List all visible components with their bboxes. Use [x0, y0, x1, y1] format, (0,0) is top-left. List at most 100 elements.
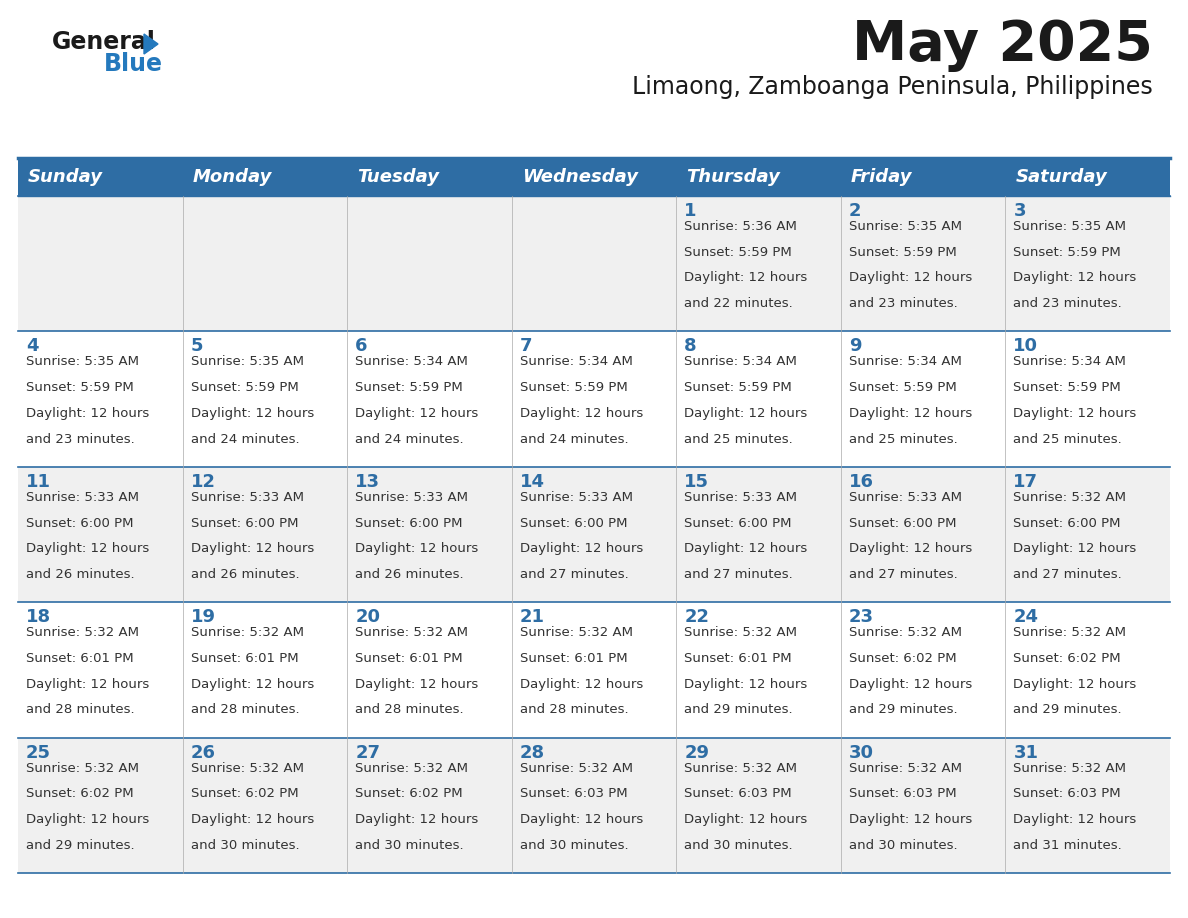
Text: Sunset: 6:00 PM: Sunset: 6:00 PM — [190, 517, 298, 530]
Text: and 29 minutes.: and 29 minutes. — [1013, 703, 1121, 716]
Text: Sunrise: 5:36 AM: Sunrise: 5:36 AM — [684, 220, 797, 233]
Text: and 23 minutes.: and 23 minutes. — [26, 432, 134, 445]
Text: Daylight: 12 hours: Daylight: 12 hours — [849, 813, 972, 826]
Text: and 28 minutes.: and 28 minutes. — [190, 703, 299, 716]
Text: Sunset: 6:03 PM: Sunset: 6:03 PM — [1013, 788, 1121, 800]
Text: Sunset: 6:01 PM: Sunset: 6:01 PM — [355, 652, 463, 665]
Text: Sunrise: 5:34 AM: Sunrise: 5:34 AM — [519, 355, 632, 368]
Text: Daylight: 12 hours: Daylight: 12 hours — [849, 407, 972, 420]
Text: Sunset: 5:59 PM: Sunset: 5:59 PM — [849, 381, 956, 394]
Text: and 31 minutes.: and 31 minutes. — [1013, 839, 1123, 852]
Text: Sunset: 5:59 PM: Sunset: 5:59 PM — [849, 246, 956, 259]
Text: Monday: Monday — [192, 168, 272, 186]
Text: Sunrise: 5:32 AM: Sunrise: 5:32 AM — [26, 762, 139, 775]
Text: Limaong, Zamboanga Peninsula, Philippines: Limaong, Zamboanga Peninsula, Philippine… — [632, 75, 1154, 99]
Text: Daylight: 12 hours: Daylight: 12 hours — [1013, 543, 1137, 555]
Text: Daylight: 12 hours: Daylight: 12 hours — [190, 407, 314, 420]
Text: and 27 minutes.: and 27 minutes. — [1013, 568, 1123, 581]
Text: and 26 minutes.: and 26 minutes. — [355, 568, 463, 581]
Text: Sunset: 5:59 PM: Sunset: 5:59 PM — [684, 381, 792, 394]
Text: Sunrise: 5:32 AM: Sunrise: 5:32 AM — [190, 626, 304, 639]
Text: 1: 1 — [684, 202, 697, 220]
Text: and 30 minutes.: and 30 minutes. — [849, 839, 958, 852]
Text: Daylight: 12 hours: Daylight: 12 hours — [684, 813, 808, 826]
Text: Sunrise: 5:32 AM: Sunrise: 5:32 AM — [190, 762, 304, 775]
Text: 14: 14 — [519, 473, 545, 491]
Text: Sunrise: 5:35 AM: Sunrise: 5:35 AM — [190, 355, 304, 368]
Text: Blue: Blue — [105, 52, 163, 76]
Text: Daylight: 12 hours: Daylight: 12 hours — [684, 543, 808, 555]
Text: 31: 31 — [1013, 744, 1038, 762]
Text: Daylight: 12 hours: Daylight: 12 hours — [26, 677, 150, 690]
Text: General: General — [52, 30, 156, 54]
Text: and 28 minutes.: and 28 minutes. — [519, 703, 628, 716]
Text: May 2025: May 2025 — [852, 18, 1154, 72]
Text: Sunset: 6:00 PM: Sunset: 6:00 PM — [519, 517, 627, 530]
Text: Sunrise: 5:32 AM: Sunrise: 5:32 AM — [1013, 762, 1126, 775]
Text: Sunset: 6:01 PM: Sunset: 6:01 PM — [190, 652, 298, 665]
Text: 26: 26 — [190, 744, 215, 762]
Text: 20: 20 — [355, 609, 380, 626]
Text: Daylight: 12 hours: Daylight: 12 hours — [26, 543, 150, 555]
Text: and 23 minutes.: and 23 minutes. — [849, 297, 958, 310]
Text: and 25 minutes.: and 25 minutes. — [849, 432, 958, 445]
Text: Daylight: 12 hours: Daylight: 12 hours — [519, 407, 643, 420]
Text: Daylight: 12 hours: Daylight: 12 hours — [190, 677, 314, 690]
Text: and 26 minutes.: and 26 minutes. — [190, 568, 299, 581]
Text: Sunset: 6:01 PM: Sunset: 6:01 PM — [519, 652, 627, 665]
Text: and 25 minutes.: and 25 minutes. — [684, 432, 794, 445]
Text: 2: 2 — [849, 202, 861, 220]
Text: Sunset: 6:02 PM: Sunset: 6:02 PM — [355, 788, 463, 800]
Bar — [18, 602, 1170, 737]
Text: 27: 27 — [355, 744, 380, 762]
Text: and 25 minutes.: and 25 minutes. — [1013, 432, 1123, 445]
Text: and 24 minutes.: and 24 minutes. — [519, 432, 628, 445]
Text: and 29 minutes.: and 29 minutes. — [849, 703, 958, 716]
Polygon shape — [144, 34, 158, 54]
Text: Sunset: 6:02 PM: Sunset: 6:02 PM — [26, 788, 133, 800]
Text: Sunset: 6:03 PM: Sunset: 6:03 PM — [684, 788, 792, 800]
Text: 12: 12 — [190, 473, 215, 491]
Text: Sunrise: 5:32 AM: Sunrise: 5:32 AM — [849, 626, 962, 639]
Text: and 24 minutes.: and 24 minutes. — [190, 432, 299, 445]
Bar — [18, 466, 1170, 602]
Text: Sunrise: 5:34 AM: Sunrise: 5:34 AM — [849, 355, 962, 368]
Text: 21: 21 — [519, 609, 545, 626]
Text: Daylight: 12 hours: Daylight: 12 hours — [684, 407, 808, 420]
Text: Sunrise: 5:33 AM: Sunrise: 5:33 AM — [26, 491, 139, 504]
Text: 5: 5 — [190, 338, 203, 355]
Text: Sunrise: 5:33 AM: Sunrise: 5:33 AM — [849, 491, 962, 504]
Text: and 30 minutes.: and 30 minutes. — [355, 839, 463, 852]
Text: and 30 minutes.: and 30 minutes. — [684, 839, 792, 852]
Text: Sunset: 5:59 PM: Sunset: 5:59 PM — [684, 246, 792, 259]
Bar — [18, 196, 1170, 331]
Text: 15: 15 — [684, 473, 709, 491]
Text: Daylight: 12 hours: Daylight: 12 hours — [684, 272, 808, 285]
Text: Sunset: 6:01 PM: Sunset: 6:01 PM — [26, 652, 133, 665]
Text: Daylight: 12 hours: Daylight: 12 hours — [355, 677, 479, 690]
Text: Daylight: 12 hours: Daylight: 12 hours — [684, 677, 808, 690]
Text: 13: 13 — [355, 473, 380, 491]
Text: 3: 3 — [1013, 202, 1026, 220]
Text: Sunrise: 5:32 AM: Sunrise: 5:32 AM — [355, 626, 468, 639]
Text: Sunrise: 5:32 AM: Sunrise: 5:32 AM — [26, 626, 139, 639]
Text: 30: 30 — [849, 744, 874, 762]
Text: 7: 7 — [519, 338, 532, 355]
Text: Daylight: 12 hours: Daylight: 12 hours — [190, 543, 314, 555]
Text: Daylight: 12 hours: Daylight: 12 hours — [1013, 677, 1137, 690]
Text: 10: 10 — [1013, 338, 1038, 355]
Text: and 22 minutes.: and 22 minutes. — [684, 297, 794, 310]
Text: Sunrise: 5:35 AM: Sunrise: 5:35 AM — [26, 355, 139, 368]
Text: Sunset: 6:00 PM: Sunset: 6:00 PM — [684, 517, 791, 530]
Text: Daylight: 12 hours: Daylight: 12 hours — [1013, 813, 1137, 826]
Text: Tuesday: Tuesday — [358, 168, 440, 186]
Text: and 23 minutes.: and 23 minutes. — [1013, 297, 1123, 310]
Text: Sunset: 6:00 PM: Sunset: 6:00 PM — [849, 517, 956, 530]
Text: Daylight: 12 hours: Daylight: 12 hours — [26, 407, 150, 420]
Text: Sunrise: 5:32 AM: Sunrise: 5:32 AM — [684, 626, 797, 639]
Text: 28: 28 — [519, 744, 545, 762]
Text: Sunrise: 5:34 AM: Sunrise: 5:34 AM — [684, 355, 797, 368]
Text: and 27 minutes.: and 27 minutes. — [849, 568, 958, 581]
Text: 18: 18 — [26, 609, 51, 626]
Text: 11: 11 — [26, 473, 51, 491]
